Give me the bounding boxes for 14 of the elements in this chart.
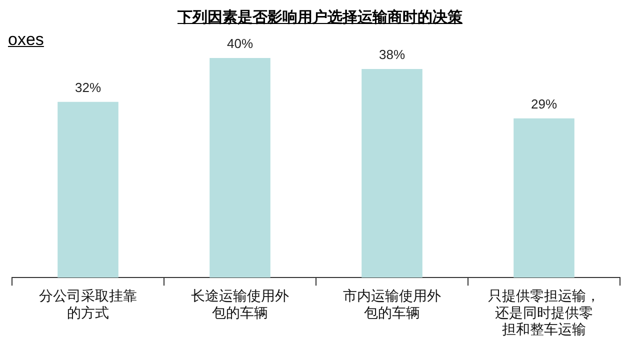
bar — [362, 68, 422, 278]
x-tick-label: 市内运输使用外包的车辆 — [343, 288, 441, 322]
bar — [210, 58, 270, 278]
data-label: 32% — [74, 80, 102, 95]
chart-title: 下列因素是否影响用户选择运输商时的决策 — [176, 8, 464, 27]
x-tick-label: 分公司采取挂靠的方式 — [39, 288, 137, 322]
x-tick-label: 只提供零担运输，还是同时提供零担和整车运输 — [488, 288, 600, 338]
bar — [514, 118, 574, 278]
data-label: 29% — [530, 96, 558, 112]
data-label: 40% — [226, 36, 254, 52]
data-label: 38% — [378, 47, 406, 62]
bar — [58, 102, 118, 278]
text: oxes — [8, 30, 44, 50]
x-tick-label: 长途运输使用外包的车辆 — [191, 288, 289, 322]
